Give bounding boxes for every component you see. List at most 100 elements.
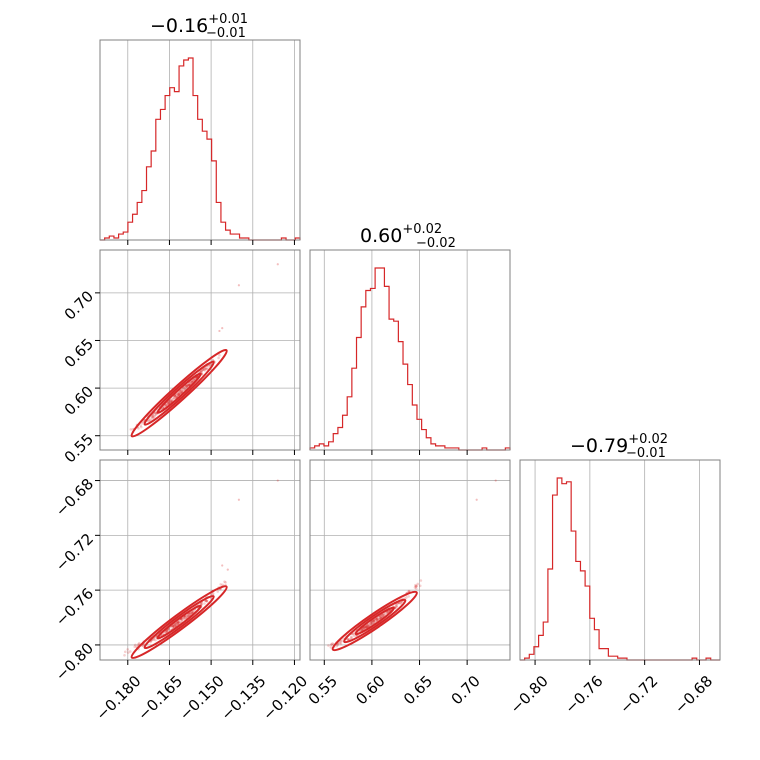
sample-point	[365, 625, 368, 629]
x-tick-label: 0.65	[400, 672, 436, 708]
y-tick-label: 0.55	[61, 430, 97, 466]
sample-point	[185, 384, 188, 388]
sample-point	[221, 583, 225, 587]
sample-point	[134, 643, 137, 647]
sample-point	[191, 611, 194, 614]
sample-point	[382, 613, 385, 617]
sample-point	[202, 368, 206, 372]
sample-point	[187, 383, 190, 387]
sample-point	[189, 611, 192, 615]
sample-point	[366, 625, 369, 629]
sample-point	[176, 620, 180, 624]
sample-point	[372, 619, 376, 622]
sample-point	[192, 378, 196, 381]
sample-point	[123, 653, 126, 657]
sample-point	[123, 650, 127, 654]
sample-point	[208, 365, 211, 368]
sample-point	[154, 413, 158, 416]
sample-point	[136, 643, 140, 646]
sample-point	[177, 392, 181, 396]
y-tick-label: 0.65	[61, 335, 97, 371]
sample-point	[346, 638, 350, 641]
sample-point	[370, 621, 374, 625]
x-tick-label: −0.72	[616, 672, 661, 717]
sample-point	[128, 650, 132, 653]
sample-point	[341, 639, 344, 643]
sample-point	[191, 379, 195, 383]
sample-point	[180, 618, 183, 621]
sample-point	[335, 644, 338, 648]
sample-point	[208, 363, 212, 367]
sample-point	[182, 616, 185, 620]
sample-point	[365, 624, 368, 628]
sample-point	[180, 389, 183, 392]
sample-point	[218, 353, 221, 357]
sample-point	[153, 415, 157, 418]
sample-point	[190, 610, 194, 614]
sample-point	[152, 416, 155, 419]
y-tick-label: 0.70	[61, 287, 97, 323]
sample-point	[151, 416, 154, 420]
x-tick-label: −0.68	[671, 672, 716, 717]
y-tick-label: −0.80	[52, 639, 97, 684]
sample-point	[330, 643, 333, 646]
sample-point	[189, 382, 192, 385]
contour-level-1	[143, 595, 215, 650]
sample-point	[399, 601, 402, 605]
sample-point	[367, 624, 370, 628]
sample-point	[180, 619, 184, 623]
sample-point	[371, 619, 375, 623]
sample-point	[419, 579, 423, 582]
sample-point	[331, 642, 334, 645]
sample-point	[137, 427, 140, 430]
sample-point	[378, 616, 382, 619]
sample-point	[200, 369, 204, 373]
outlier-point	[475, 498, 478, 501]
panel-frame	[519, 459, 721, 661]
sample-point	[368, 622, 372, 626]
sample-point	[187, 384, 190, 387]
sample-point	[374, 617, 378, 621]
sample-point	[167, 402, 170, 405]
contour-level-2	[156, 372, 202, 414]
contour-level-2	[156, 604, 202, 640]
sample-point	[354, 634, 358, 638]
sample-point	[375, 618, 379, 621]
sample-point	[414, 583, 417, 587]
title-sub-2: −0.01	[626, 446, 666, 461]
x-tick-label: −0.76	[561, 672, 606, 717]
sample-point	[385, 611, 389, 615]
histogram-2	[520, 477, 720, 661]
outlier-point	[494, 479, 497, 482]
sample-point	[349, 635, 353, 639]
sample-point	[386, 610, 389, 614]
x-tick-label: −0.150	[176, 672, 228, 724]
sample-point	[176, 620, 180, 624]
sample-point	[200, 369, 203, 373]
sample-point	[352, 634, 356, 638]
sample-point	[379, 616, 382, 619]
sample-point	[176, 393, 180, 397]
sample-point	[364, 625, 368, 629]
sample-point	[186, 383, 190, 387]
sample-point	[397, 601, 401, 605]
panel-frame	[99, 249, 301, 451]
sample-point	[174, 395, 178, 399]
sample-point	[415, 584, 419, 588]
x-tick-label: 0.60	[352, 672, 388, 708]
sample-point	[169, 399, 173, 403]
sample-point	[182, 616, 186, 620]
sample-point	[174, 622, 177, 626]
outlier-point	[276, 479, 279, 482]
outlier-point	[221, 326, 224, 330]
panel-frame	[99, 39, 301, 241]
sample-point	[362, 627, 365, 631]
sample-point	[149, 418, 153, 421]
sample-point	[416, 582, 420, 586]
sample-point	[361, 628, 364, 631]
sample-point	[206, 367, 209, 370]
sample-point	[327, 644, 330, 647]
outlier-point	[221, 564, 224, 567]
sample-point	[171, 626, 175, 630]
sample-point	[193, 608, 197, 612]
